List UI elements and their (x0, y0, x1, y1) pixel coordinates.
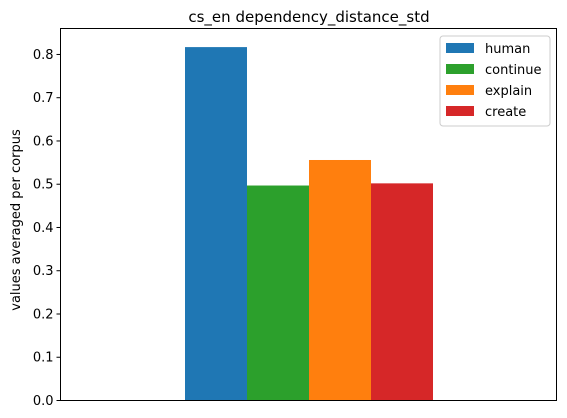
legend-label-explain: explain (485, 84, 532, 99)
legend-swatch-create (446, 106, 474, 116)
y-tick-label: 0.4 (33, 221, 54, 236)
y-tick-label: 0.6 (33, 134, 54, 149)
bar-continue (247, 185, 309, 401)
plot-frame (60, 28, 557, 401)
y-tick-label: 0.5 (33, 178, 54, 193)
legend-swatch-human (446, 43, 474, 53)
y-tick-label: 0.1 (33, 351, 54, 366)
legend-box (439, 35, 551, 127)
legend-label-continue: continue (485, 63, 542, 78)
y-axis-ticks: 0.0 0.1 0.2 0.3 0.4 0.5 0.6 0.7 0.8 (33, 48, 61, 409)
y-tick-label: 0.0 (33, 394, 54, 409)
legend-label-create: create (485, 105, 526, 120)
y-tick-label: 0.3 (33, 264, 54, 279)
y-axis-label: values averaged per corpus (9, 129, 24, 311)
y-tick-label: 0.7 (33, 91, 54, 106)
chart-title: cs_en dependency_distance_std (188, 8, 429, 27)
legend: human continue explain create (439, 35, 551, 127)
legend-swatch-continue (446, 64, 474, 74)
legend-label-human: human (485, 42, 530, 57)
bars (185, 47, 433, 401)
bar-create (371, 183, 433, 401)
legend-swatch-explain (446, 85, 474, 95)
bar-explain (309, 159, 371, 401)
y-tick-label: 0.8 (33, 48, 54, 63)
bar-human (185, 47, 247, 401)
y-tick-label: 0.2 (33, 307, 54, 322)
